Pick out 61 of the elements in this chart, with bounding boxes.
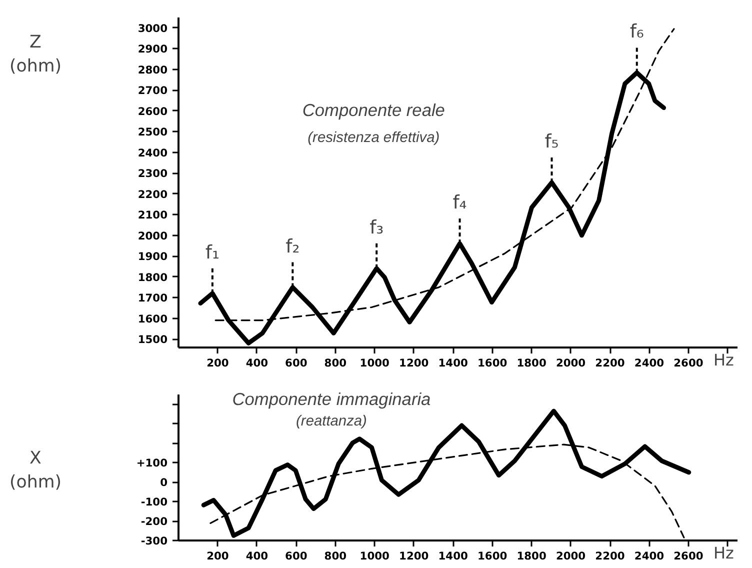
y-tick-label: 2500 <box>138 126 168 139</box>
x-tick-label: 600 <box>285 550 308 562</box>
y-tick-label: 3000 <box>138 22 168 35</box>
y-axis-title: X (ohm) <box>10 448 62 492</box>
x-tick-label: 2200 <box>595 356 625 370</box>
chart-title: Componente immaginaria <box>232 389 432 410</box>
x-tick-label: 1000 <box>360 356 390 370</box>
annotation: f₄ <box>452 192 467 214</box>
y-tick-label: 2300 <box>138 167 168 180</box>
y-tick-label: 1800 <box>138 270 168 284</box>
annotation: f₂ <box>286 236 300 258</box>
x-axis-title: Hz <box>714 544 734 562</box>
x-tick-label: 1000 <box>360 550 390 562</box>
x-tick-label: 400 <box>246 356 268 370</box>
x-tick-label: 1800 <box>516 550 546 562</box>
x-tick-label: 600 <box>285 356 308 370</box>
x-tick-label: 1600 <box>477 356 508 370</box>
y-tick-label: -100 <box>140 496 168 509</box>
annotation: f₆ <box>630 22 644 43</box>
x-tick-label: 1200 <box>399 550 429 562</box>
y-tick-label: 1600 <box>138 312 168 326</box>
annotation: f₁ <box>205 242 220 264</box>
x-tick-label: 2600 <box>674 550 704 562</box>
text: (resistenza effettiva) <box>308 130 440 146</box>
y-tick-label: 1900 <box>138 250 168 264</box>
y-tick-label: 2100 <box>138 208 168 222</box>
y-tick-label: 2700 <box>138 84 168 98</box>
y-tick-label: 2000 <box>138 229 168 242</box>
y-tick-label: -300 <box>140 534 168 548</box>
x-tick-label: 2400 <box>634 356 664 370</box>
y-tick-label: 2600 <box>138 104 168 118</box>
y-tick-label: 2900 <box>138 42 168 56</box>
annotation: f₅ <box>544 132 559 152</box>
text: Componente reale <box>302 100 445 120</box>
y-tick-label: 1500 <box>138 333 168 346</box>
x-tick-label: 1200 <box>399 356 429 370</box>
x-tick-label: 2600 <box>674 356 704 370</box>
x-tick-label: 2200 <box>595 550 625 562</box>
x-tick-label: 1800 <box>516 356 546 370</box>
x-tick-label: 800 <box>324 550 347 562</box>
x-tick-label: 1600 <box>477 550 508 562</box>
x-tick-label: 2000 <box>556 550 586 562</box>
annotation: f₃ <box>370 217 384 238</box>
y-tick-label: 2400 <box>138 146 168 160</box>
x-tick-label: 200 <box>206 356 229 370</box>
y-tick-label: 2800 <box>138 63 168 76</box>
x-tick-label: 200 <box>206 550 229 562</box>
x-tick-label: 400 <box>246 550 268 562</box>
x-tick-label: 800 <box>324 356 347 370</box>
y-tick-label: 0 <box>160 476 168 490</box>
x-tick-label: 1400 <box>438 550 468 562</box>
x-axis-title: Hz <box>714 350 734 370</box>
y-tick-label: 2200 <box>138 188 168 201</box>
x-tick-label: 2000 <box>556 356 586 370</box>
text: (reattanza) <box>296 414 367 430</box>
y-tick-label: +100 <box>136 456 168 470</box>
y-axis-title: Z (ohm) <box>10 32 62 76</box>
y-tick-label: -200 <box>140 515 168 528</box>
x-tick-label: 1400 <box>438 356 468 370</box>
x-tick-label: 2400 <box>634 550 664 562</box>
y-tick-label: 1700 <box>138 292 168 305</box>
